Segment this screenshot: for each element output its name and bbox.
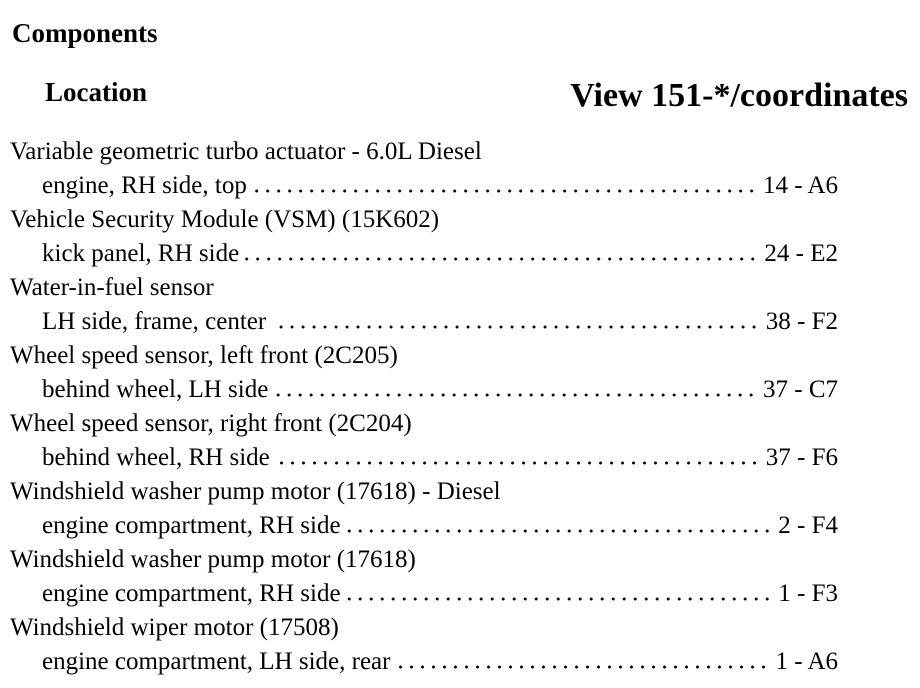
- entry-location: engine compartment, RH side: [42, 512, 341, 539]
- dot-leader: [275, 461, 760, 465]
- entry-location: engine compartment, LH side, rear: [42, 648, 391, 675]
- entry-reference: 1 - A6: [775, 648, 839, 675]
- entry-reference: 24 - E2: [764, 240, 838, 267]
- entry-location-row: LH side, frame, center 38 - F2: [42, 309, 838, 334]
- entry-location: kick panel, RH side: [42, 240, 240, 267]
- entry-reference: 1 - F3: [778, 580, 838, 607]
- section-title: Components: [12, 18, 158, 48]
- entry-name: Wheel speed sensor, left front (2C205): [10, 342, 398, 369]
- entry-location-row: engine compartment, LH side, rear 1 - A6: [42, 649, 838, 674]
- entry-location: behind wheel, LH side: [42, 376, 269, 403]
- column-heading: Location: [45, 77, 148, 107]
- entry-location: engine compartment, RH side: [42, 580, 341, 607]
- entry-location-row: engine compartment, RH side 1 - F3: [42, 581, 838, 606]
- entry-location: engine, RH side, top: [42, 172, 247, 199]
- dot-leader: [274, 393, 757, 397]
- entry-name: Windshield wiper motor (17508): [10, 614, 339, 641]
- entry-name: Windshield washer pump motor (17618) - D…: [10, 478, 501, 505]
- entry-name: Wheel speed sensor, right front (2C204): [10, 410, 412, 437]
- dot-leader: [346, 597, 773, 601]
- entry-location-row: engine compartment, RH side 2 - F4: [42, 513, 838, 538]
- dot-leader: [245, 257, 759, 261]
- column-heading: View 151-*/coordinates: [570, 77, 908, 114]
- entry-name: Vehicle Security Module (VSM) (15K602): [10, 206, 440, 233]
- dot-leader: [396, 665, 770, 669]
- entry-reference: 38 - F2: [765, 308, 838, 335]
- entry-name: Variable geometric turbo actuator - 6.0L…: [10, 138, 482, 165]
- entry-location-row: kick panel, RH side 24 - E2: [42, 241, 838, 266]
- entry-location: behind wheel, RH side: [42, 444, 270, 471]
- entry-location: LH side, frame, center: [42, 308, 267, 335]
- entry-reference: 37 - F6: [765, 444, 838, 471]
- entry-location-row: behind wheel, LH side 37 - C7: [42, 377, 838, 402]
- dot-leader: [252, 189, 757, 193]
- entry-reference: 14 - A6: [763, 172, 838, 199]
- entry-reference: 37 - C7: [763, 376, 838, 403]
- entry-location-row: engine, RH side, top 14 - A6: [42, 173, 838, 198]
- dot-leader: [346, 529, 773, 533]
- entry-location-row: behind wheel, RH side 37 - F6: [42, 445, 838, 470]
- entry-name: Water-in-fuel sensor: [10, 274, 214, 301]
- entry-reference: 2 - F4: [778, 512, 838, 539]
- dot-leader: [272, 325, 760, 329]
- entry-name: Windshield washer pump motor (17618): [10, 546, 416, 573]
